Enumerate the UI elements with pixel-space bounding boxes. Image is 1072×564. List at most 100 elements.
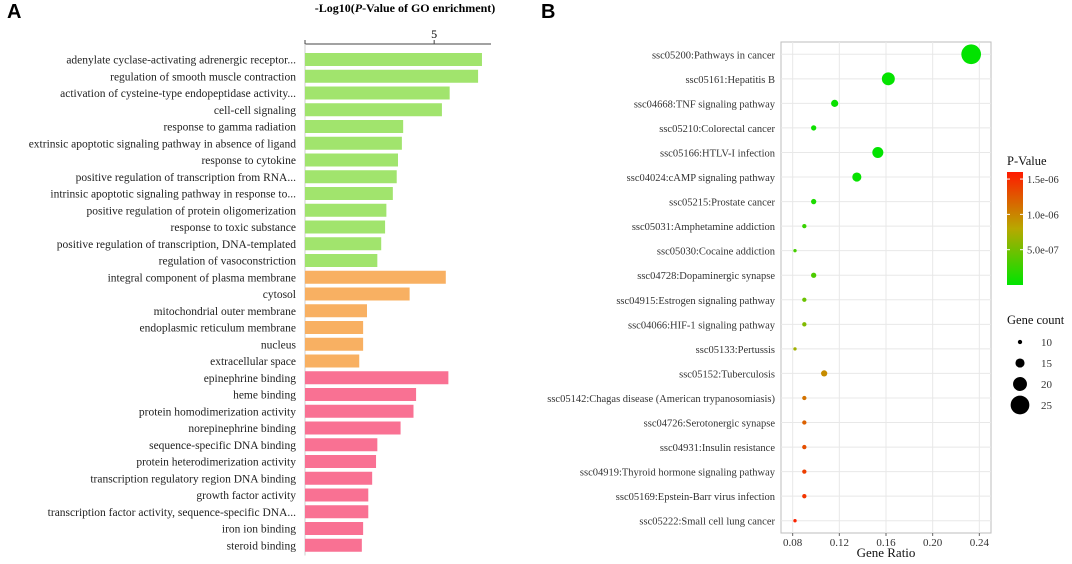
bar-29 bbox=[305, 538, 362, 552]
category-label-15: mitochondrial outer membrane bbox=[154, 306, 296, 318]
bubble-7 bbox=[802, 223, 807, 229]
pathway-label-6: ssc05215:Prostate cancer bbox=[669, 198, 775, 209]
bar-5 bbox=[305, 136, 402, 150]
category-label-14: cytosol bbox=[263, 289, 296, 301]
bar-3 bbox=[305, 103, 442, 117]
pathway-label-8: ssc05030:Cocaine addiction bbox=[657, 247, 776, 258]
pathway-label-15: ssc04726:Serotonergic synapse bbox=[644, 419, 776, 430]
size-legend-dot-3 bbox=[1010, 395, 1030, 415]
colorbar-title: P-Value bbox=[1007, 154, 1047, 168]
bar-25 bbox=[305, 471, 373, 485]
bar-18 bbox=[305, 354, 360, 368]
bar-11 bbox=[305, 237, 382, 251]
bar-10 bbox=[305, 220, 386, 234]
pathway-label-17: ssc04919:Thyroid hormone signaling pathw… bbox=[580, 468, 776, 479]
pathway-label-7: ssc05031:Amphetamine addiction bbox=[632, 222, 776, 233]
category-label-23: sequence-specific DNA binding bbox=[149, 440, 296, 452]
bar-15 bbox=[305, 304, 367, 318]
size-legend-dot-0 bbox=[1017, 339, 1023, 345]
category-label-8: intrinsic apoptotic signaling pathway in… bbox=[50, 189, 296, 201]
category-label-7: positive regulation of transcription fro… bbox=[76, 172, 297, 184]
panel-label-a: A bbox=[7, 1, 22, 23]
bar-16 bbox=[305, 321, 364, 334]
bubble-12 bbox=[793, 347, 797, 351]
size-legend-title: Gene count bbox=[1007, 313, 1065, 327]
bar-14 bbox=[305, 287, 410, 301]
colorbar-label-0: 5.0e-07 bbox=[1027, 246, 1059, 257]
bubble-13 bbox=[821, 370, 828, 377]
bar-7 bbox=[305, 170, 397, 184]
bubble-17 bbox=[802, 469, 807, 474]
category-label-25: transcription regulatory region DNA bind… bbox=[90, 473, 296, 485]
bubble-0 bbox=[961, 44, 982, 65]
category-label-24: protein heterodimerization activity bbox=[136, 457, 296, 469]
size-legend-label-0: 10 bbox=[1041, 337, 1053, 349]
category-label-13: integral component of plasma membrane bbox=[108, 272, 296, 284]
colorbar-label-2: 1.5e-06 bbox=[1027, 175, 1059, 186]
x-axis-title: Gene Ratio bbox=[857, 545, 916, 560]
bubble-4 bbox=[872, 146, 884, 158]
bar-22 bbox=[305, 421, 401, 435]
bar-20 bbox=[305, 388, 417, 401]
category-label-29: steroid binding bbox=[227, 540, 297, 552]
pathway-label-9: ssc04728:Dopaminergic synapse bbox=[637, 271, 775, 282]
bar-28 bbox=[305, 522, 364, 535]
category-label-18: extracellular space bbox=[210, 356, 296, 368]
bar-19 bbox=[305, 371, 449, 385]
bubble-5 bbox=[852, 172, 862, 182]
bubble-19 bbox=[793, 519, 797, 523]
bar-1 bbox=[305, 69, 479, 83]
size-legend-dot-2 bbox=[1013, 377, 1027, 391]
bubble-15 bbox=[802, 420, 807, 425]
size-legend-label-3: 25 bbox=[1041, 400, 1053, 412]
bar-26 bbox=[305, 488, 369, 502]
pathway-label-2: ssc04668:TNF signaling pathway bbox=[634, 99, 776, 110]
bar-12 bbox=[305, 254, 378, 267]
category-label-1: regulation of smooth muscle contraction bbox=[110, 71, 296, 83]
bubble-3 bbox=[811, 125, 817, 131]
size-legend-label-1: 15 bbox=[1041, 358, 1053, 370]
x-tick-label-4: 0.24 bbox=[970, 537, 990, 549]
size-legend-dot-1 bbox=[1015, 358, 1025, 368]
bubble-1 bbox=[881, 72, 895, 86]
category-label-3: cell-cell signaling bbox=[214, 105, 296, 117]
category-label-19: epinephrine binding bbox=[204, 373, 297, 385]
pathway-label-1: ssc05161:Hepatitis B bbox=[685, 75, 775, 86]
bubble-14 bbox=[802, 395, 807, 401]
size-legend-label-2: 20 bbox=[1041, 379, 1053, 391]
category-label-4: response to gamma radiation bbox=[163, 122, 296, 134]
pathway-label-3: ssc05210:Colorectal cancer bbox=[659, 124, 775, 135]
category-label-10: response to toxic substance bbox=[170, 222, 296, 234]
kegg-bubble-chart: 0.08 0.12 0.16 0.20 0.24 Gene Ratio ssc05200:P… bbox=[547, 41, 1065, 560]
category-label-5: extrinsic apoptotic signaling pathway in… bbox=[29, 138, 297, 150]
bar-17 bbox=[305, 337, 364, 351]
bar-6 bbox=[305, 153, 398, 167]
bar-9 bbox=[305, 203, 387, 217]
bar-13 bbox=[305, 270, 446, 284]
category-label-17: nucleus bbox=[261, 339, 297, 351]
pathway-label-4: ssc05166:HTLV-I infection bbox=[660, 148, 776, 159]
pathway-label-11: ssc04066:HIF-1 signaling pathway bbox=[628, 320, 776, 331]
category-label-2: activation of cysteine-type endopeptidas… bbox=[60, 88, 296, 100]
category-label-16: endoplasmic reticulum membrane bbox=[140, 323, 296, 335]
pathway-label-18: ssc05169:Epstein-Barr virus infection bbox=[616, 492, 776, 503]
bar-24 bbox=[305, 455, 377, 468]
category-label-20: heme binding bbox=[233, 390, 296, 402]
category-label-0: adenylate cyclase-activating adrenergic … bbox=[66, 55, 296, 67]
colorbar-label-1: 1.0e-06 bbox=[1027, 210, 1059, 221]
pathway-label-0: ssc05200:Pathways in cancer bbox=[652, 50, 776, 61]
bubble-11 bbox=[802, 322, 807, 327]
bar-21 bbox=[305, 404, 414, 418]
category-label-28: iron ion binding bbox=[222, 524, 296, 536]
x-tick-label-5: 5 bbox=[431, 27, 437, 41]
bar-0 bbox=[305, 53, 482, 66]
pathway-label-12: ssc05133:Pertussis bbox=[696, 345, 775, 356]
category-label-26: growth factor activity bbox=[196, 490, 296, 502]
pathway-label-10: ssc04915:Estrogen signaling pathway bbox=[616, 296, 775, 307]
bubble-9 bbox=[811, 272, 817, 278]
category-label-9: positive regulation of protein oligomeri… bbox=[86, 205, 296, 217]
x-tick-label-3: 0.20 bbox=[923, 537, 943, 549]
x-tick-label-1: 0.12 bbox=[830, 537, 849, 549]
category-label-21: protein homodimerization activity bbox=[139, 406, 296, 418]
colorbar bbox=[1007, 172, 1023, 285]
